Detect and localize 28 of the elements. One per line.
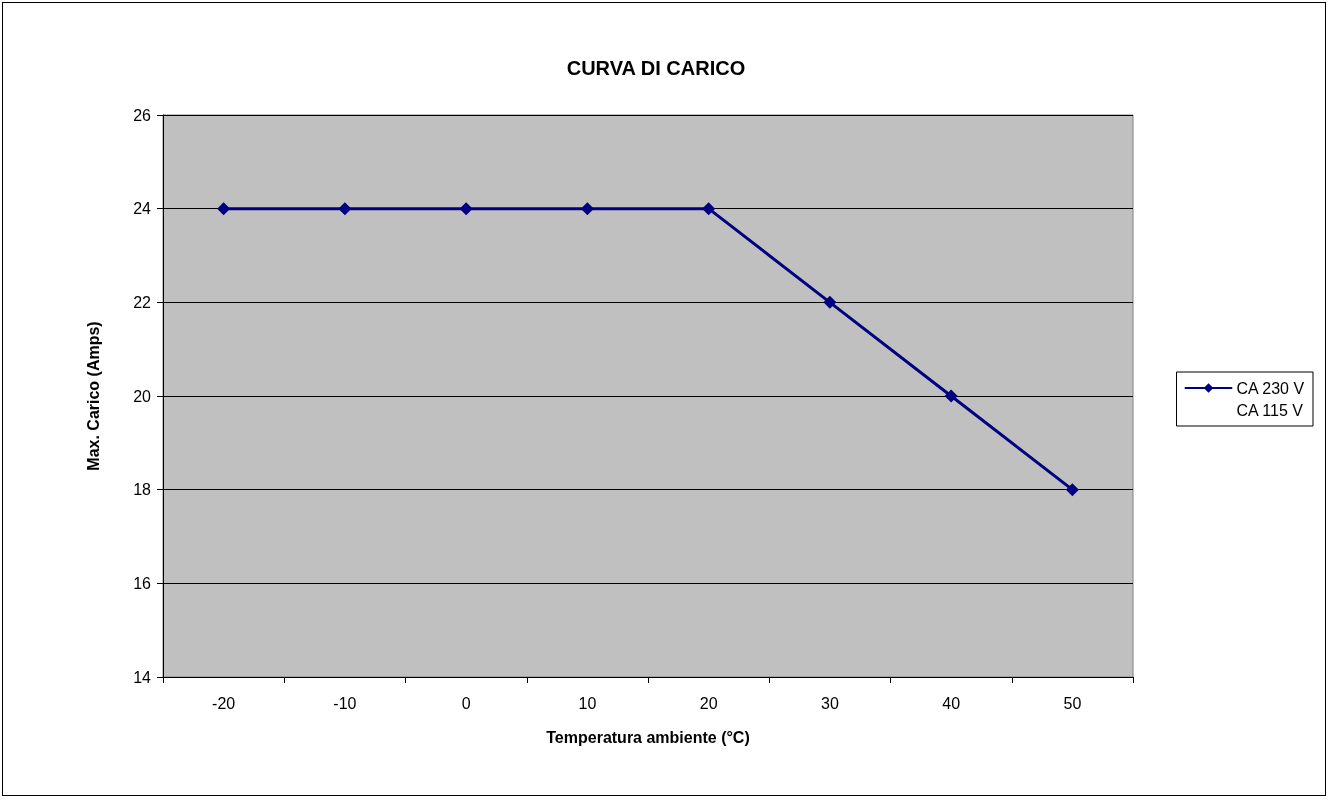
y-tick-label: 24	[133, 200, 152, 218]
point	[217, 202, 231, 216]
x-tick-label: 0	[461, 694, 471, 712]
y-tick-label: 18	[133, 481, 152, 499]
x-tick-label: 20	[699, 694, 718, 712]
x-tick-label: -20	[212, 694, 236, 712]
point	[1065, 483, 1079, 497]
point	[338, 202, 352, 216]
point	[702, 202, 716, 216]
x-tick-label: 10	[578, 694, 597, 712]
y-tick-label: 22	[133, 293, 152, 311]
y-tick-label: 20	[133, 387, 152, 405]
chart-title: CURVA DI CARICO	[566, 57, 746, 79]
point	[944, 389, 958, 403]
x-tick-label: -10	[333, 694, 357, 712]
y-tick-label: 16	[133, 574, 152, 592]
point	[459, 202, 473, 216]
x-tick-label: 50	[1063, 694, 1082, 712]
y-tick-label: 26	[133, 106, 152, 124]
y-tick-label: 14	[133, 668, 152, 686]
x-tick-label: 40	[942, 694, 961, 712]
x-axis-title: Temperatura ambiente (°C)	[546, 728, 750, 746]
point	[823, 295, 837, 309]
x-tick-label: 30	[820, 694, 839, 712]
text: CA 115 V	[1236, 401, 1304, 419]
y-axis-title: Max. Carico (Amps)	[84, 321, 102, 471]
point	[580, 202, 594, 216]
legend-label: CA 230 V	[1236, 379, 1305, 397]
